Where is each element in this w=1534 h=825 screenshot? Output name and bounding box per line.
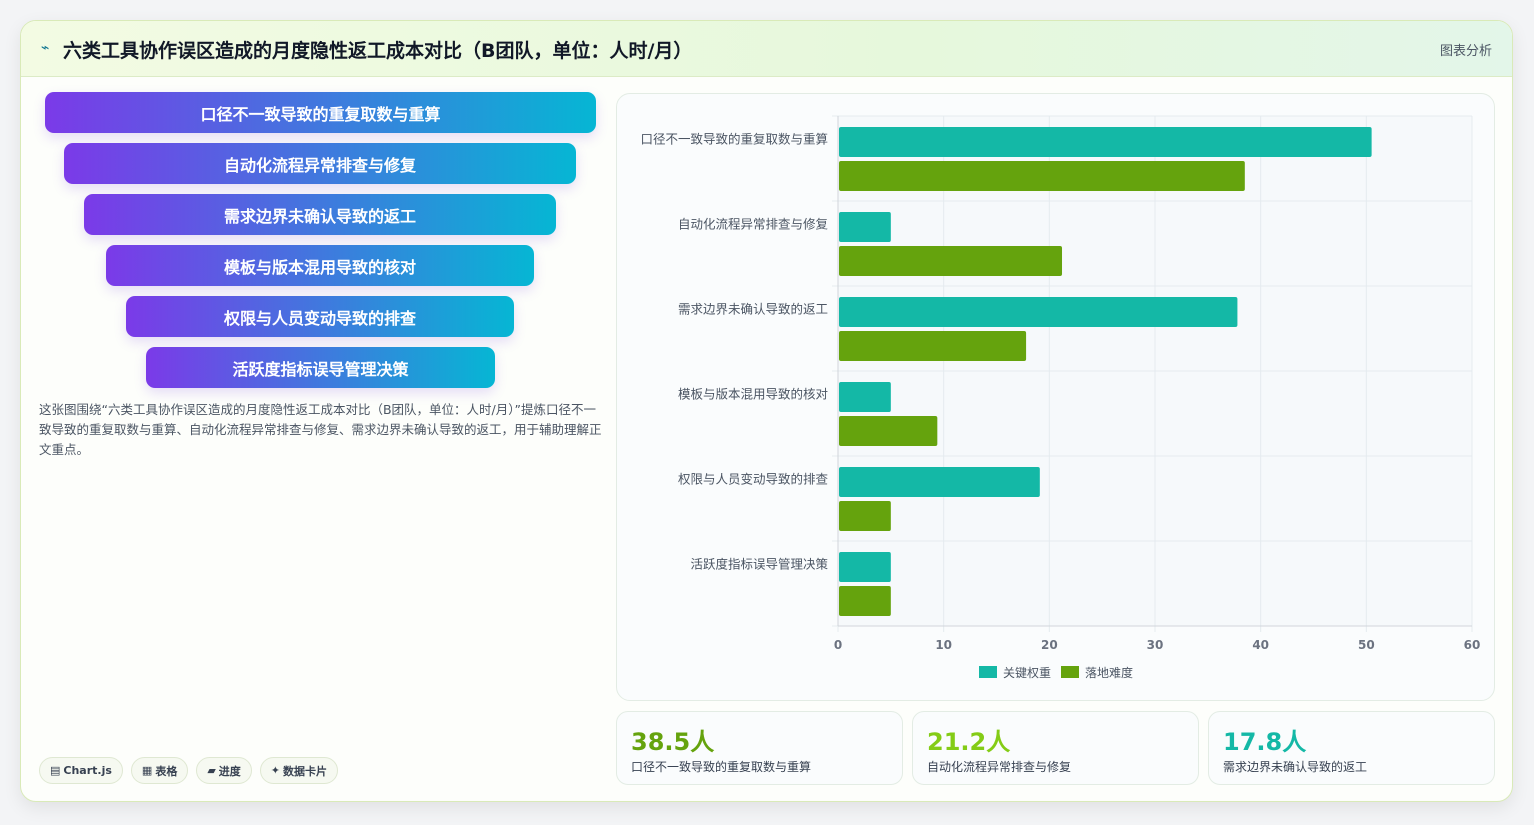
legend-swatch [1061, 666, 1079, 678]
x-tick-label: 30 [1147, 638, 1164, 652]
chip-chartjs[interactable]: ▤ Chart.js [39, 757, 123, 784]
bar-difficulty [839, 501, 891, 531]
chart-analysis-link[interactable]: 图表分析 [1439, 44, 1492, 59]
y-category-label: 模板与版本混用导致的核对 [678, 387, 828, 402]
stat-label: 需求边界未确认导致的返工 [1223, 760, 1368, 774]
chip-label: Chart.js [63, 764, 112, 777]
chip-row: ▤ Chart.js ▦ 表格 ▰ 进度 ✦ 数据卡片 [39, 757, 339, 784]
bar-difficulty [839, 331, 1027, 361]
bar-key-weight [839, 467, 1040, 497]
stat-label: 自动化流程异常排查与修复 [927, 760, 1072, 774]
bar-key-weight [839, 127, 1372, 157]
header: ⌁ 六类工具协作误区造成的月度隐性返工成本对比（B团队，单位：人时/月） 图表分… [21, 21, 1512, 77]
funnel-item-3[interactable]: 需求边界未确认导致的返工 [84, 194, 556, 235]
bar-key-weight [839, 297, 1238, 327]
bar-chart: 0 10 20 30 40 50 60 口径不一致导致的重复取数与重算自动化流程异常排查与修复… [640, 115, 1481, 680]
legend-label: 关键权重 [1003, 666, 1051, 680]
x-tick-label: 40 [1252, 638, 1269, 652]
stat-value: 21.2人 [927, 728, 1011, 756]
y-category-label: 自动化流程异常排查与修复 [678, 217, 829, 232]
progress-icon: ▰ [207, 764, 216, 777]
stat-value: 17.8人 [1223, 728, 1307, 756]
description-text: 这张图围绕“六类工具协作误区造成的月度隐性返工成本对比（B团队，单位：人时/月）… [39, 402, 602, 457]
funnel-item-1[interactable]: 口径不一致导致的重复取数与重算 [45, 92, 596, 133]
stat-value: 38.5人 [631, 728, 715, 756]
chip-table[interactable]: ▦ 表格 [130, 757, 189, 784]
x-tick-label: 10 [935, 638, 952, 652]
x-tick-label: 0 [834, 638, 842, 652]
chip-label: 数据卡片 [283, 764, 328, 778]
bar-difficulty [839, 246, 1063, 276]
bar-difficulty [839, 586, 891, 616]
sparkle-icon: ✦ [270, 764, 281, 777]
table-icon: ▦ [141, 764, 153, 777]
bar-key-weight [839, 552, 891, 582]
y-category-label: 活跃度指标误导管理决策 [690, 557, 828, 572]
chart-panel: 0 10 20 30 40 50 60 口径不一致导致的重复取数与重算自动化流程异常排查与修复… [616, 93, 1495, 701]
stat-card-2: 21.2人 自动化流程异常排查与修复 [912, 711, 1199, 785]
main-card: ⌁ 六类工具协作误区造成的月度隐性返工成本对比（B团队，单位：人时/月） 图表分… [20, 20, 1513, 802]
bar-difficulty [839, 416, 938, 446]
stat-card-3: 17.8人 需求边界未确认导致的返工 [1208, 711, 1495, 785]
y-category-label: 口径不一致导致的重复取数与重算 [640, 132, 828, 147]
funnel-item-4[interactable]: 模板与版本混用导致的核对 [106, 245, 534, 286]
funnel-item-2[interactable]: 自动化流程异常排查与修复 [64, 143, 576, 184]
chip-label: 进度 [218, 764, 241, 778]
chip-label: 表格 [155, 764, 178, 778]
chart-icon: ▤ [50, 764, 61, 777]
funnel-item-5[interactable]: 权限与人员变动导致的排查 [126, 296, 514, 337]
funnel-item-6[interactable]: 活跃度指标误导管理决策 [146, 347, 495, 388]
chip-progress[interactable]: ▰ 进度 [196, 757, 252, 784]
wave-icon: ⌁ [41, 40, 50, 56]
x-tick-label: 60 [1464, 638, 1481, 652]
legend-swatch [979, 666, 997, 678]
stat-label: 口径不一致导致的重复取数与重算 [631, 760, 812, 774]
page-title: 六类工具协作误区造成的月度隐性返工成本对比（B团队，单位：人时/月） [63, 40, 693, 62]
legend-label: 落地难度 [1085, 665, 1133, 680]
bar-key-weight [839, 382, 891, 412]
y-category-label: 权限与人员变动导致的排查 [678, 472, 829, 487]
chip-data-card[interactable]: ✦ 数据卡片 [259, 757, 339, 784]
x-tick-label: 20 [1041, 638, 1058, 652]
x-tick-label: 50 [1358, 638, 1375, 652]
bar-difficulty [839, 161, 1245, 191]
stat-card-1: 38.5人 口径不一致导致的重复取数与重算 [616, 711, 903, 785]
bar-key-weight [839, 212, 891, 242]
y-category-label: 需求边界未确认导致的返工 [678, 302, 828, 317]
